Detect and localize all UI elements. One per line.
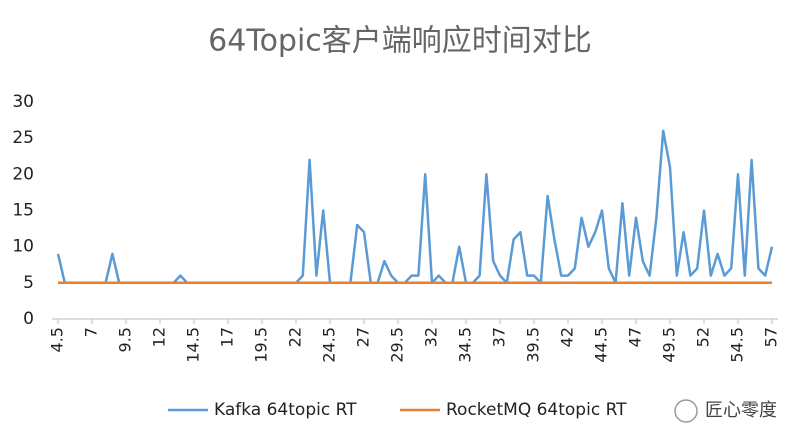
watermark: 匠心零度	[705, 400, 777, 421]
legend-label: RocketMQ 64topic RT	[446, 400, 627, 420]
y-tick-label: 20	[12, 164, 34, 184]
chart-title: 64Topic客户端响应时间对比	[208, 24, 592, 59]
x-tick-label: 19.5	[252, 327, 271, 363]
y-tick-label: 5	[23, 273, 34, 293]
x-tick-label: 24.5	[320, 327, 339, 363]
x-tick-label: 34.5	[456, 327, 475, 363]
x-tick-label: 27	[354, 327, 373, 347]
y-tick-label: 10	[12, 237, 34, 257]
x-tick-label: 39.5	[524, 327, 543, 363]
x-tick-label: 42	[558, 327, 577, 347]
x-tick-label: 49.5	[660, 327, 679, 363]
series-line	[56, 129, 774, 285]
x-tick-label: 37	[490, 327, 509, 347]
x-tick-label: 12	[150, 327, 169, 347]
x-tick-label: 32	[422, 327, 441, 347]
x-tick-label: 14.5	[184, 327, 203, 363]
x-tick-label: 57	[762, 327, 781, 347]
x-tick-label: 7	[82, 327, 101, 337]
x-tick-label: 52	[694, 327, 713, 347]
x-tick-label: 4.5	[48, 327, 67, 352]
y-tick-label: 25	[12, 128, 34, 148]
y-tick-label: 15	[12, 201, 34, 221]
x-tick-label: 17	[218, 327, 237, 347]
x-tick-label: 44.5	[592, 327, 611, 363]
x-tick-label: 29.5	[388, 327, 407, 363]
watermark-icon	[674, 399, 698, 423]
y-tick-label: 0	[23, 309, 34, 329]
x-tick-label: 47	[626, 327, 645, 347]
x-tick-label: 22	[286, 327, 305, 347]
x-tick-label: 54.5	[728, 327, 747, 363]
y-tick-label: 30	[12, 92, 34, 112]
x-tick-label: 9.5	[116, 327, 135, 352]
legend-label: Kafka 64topic RT	[214, 400, 357, 420]
